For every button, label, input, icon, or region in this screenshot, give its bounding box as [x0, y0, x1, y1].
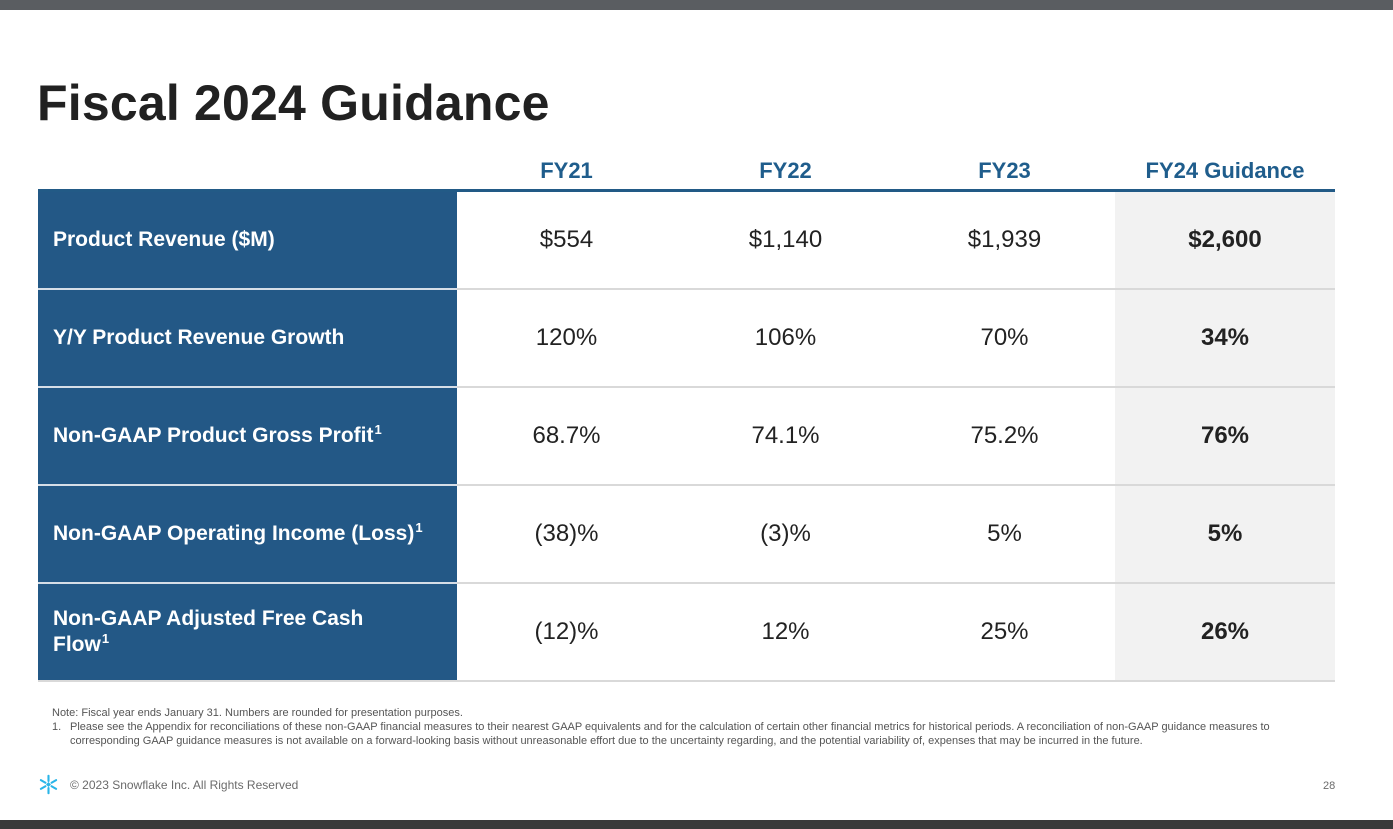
table-row-gross-profit: Non-GAAP Product Gross Profit1 68.7% 74.…	[38, 388, 1335, 484]
label-divider	[38, 288, 457, 290]
row-divider	[457, 484, 1335, 486]
footnote-text: Please see the Appendix for reconciliati…	[70, 721, 1270, 747]
footnote-number: 1.	[52, 721, 62, 733]
row-label: Non-GAAP Operating Income (Loss)1	[38, 486, 457, 582]
footnotes: Note: Fiscal year ends January 31. Numbe…	[52, 706, 1342, 748]
column-header-fy23: FY23	[978, 158, 1031, 183]
table-cell: (3)%	[760, 520, 811, 547]
table-cell: $554	[539, 226, 594, 253]
footnote-marker: 1	[415, 520, 423, 535]
guidance-cell: 34%	[1115, 290, 1335, 386]
row-label: Y/Y Product Revenue Growth	[38, 290, 457, 386]
row-divider	[457, 582, 1335, 584]
table-cell: (38)%	[534, 520, 599, 547]
row-divider	[457, 386, 1335, 388]
table-cell: 74.1%	[751, 422, 820, 449]
copyright-text: © 2023 Snowflake Inc. All Rights Reserve…	[70, 778, 299, 792]
label-divider	[38, 582, 457, 584]
footnote-marker: 1	[374, 422, 382, 437]
snowflake-icon	[39, 774, 58, 795]
window-bottom-bar	[0, 820, 1393, 829]
table-cell: (12)%	[534, 618, 599, 645]
table-cell: 5%	[987, 520, 1022, 547]
fiscal-year-note: Note: Fiscal year ends January 31. Numbe…	[52, 707, 463, 719]
header-rule	[38, 189, 1335, 192]
slide-title: Fiscal 2024 Guidance	[37, 75, 550, 131]
row-label-text: Non-GAAP Product Gross Profit	[53, 424, 374, 447]
table-cell: 68.7%	[532, 422, 601, 449]
row-label-text: Non-GAAP Adjusted Free Cash Flow	[53, 607, 364, 656]
window-top-bar	[0, 0, 1393, 10]
table-header-row: FY21 FY22 FY23 FY24 Guidance	[38, 160, 1335, 192]
table-row-product-revenue: Product Revenue ($M) $554 $1,140 $1,939 …	[38, 192, 1335, 288]
table-cell: 106%	[754, 324, 817, 351]
footnote-marker: 1	[101, 631, 110, 646]
column-header-fy22: FY22	[759, 158, 812, 183]
label-divider	[38, 484, 457, 486]
page-number: 28	[1323, 780, 1336, 792]
guidance-cell: 76%	[1115, 388, 1335, 484]
row-label: Non-GAAP Adjusted Free Cash Flow1	[38, 584, 457, 680]
row-label-text: Product Revenue ($M)	[53, 228, 275, 251]
guidance-cell: $2,600	[1115, 192, 1335, 288]
row-divider	[457, 288, 1335, 290]
slide: Fiscal 2024 Guidance FY21 FY22 FY23 FY24…	[0, 10, 1393, 820]
table-cell: $1,939	[967, 226, 1042, 253]
guidance-cell: 5%	[1115, 486, 1335, 582]
row-label-text: Y/Y Product Revenue Growth	[53, 326, 345, 349]
label-divider	[38, 386, 457, 388]
row-label: Product Revenue ($M)	[38, 192, 457, 288]
guidance-cell: 26%	[1115, 584, 1335, 680]
guidance-table: FY21 FY22 FY23 FY24 Guidance Product Rev…	[38, 160, 1335, 682]
row-label: Non-GAAP Product Gross Profit1	[38, 388, 457, 484]
table-cell: 25%	[980, 618, 1029, 645]
table-row-operating-income: Non-GAAP Operating Income (Loss)1 (38)% …	[38, 486, 1335, 582]
table-cell: 70%	[980, 324, 1029, 351]
column-header-fy24-guidance: FY24 Guidance	[1145, 158, 1305, 183]
table-cell: 12%	[761, 618, 810, 645]
column-header-fy21: FY21	[540, 158, 593, 183]
table-cell: 75.2%	[970, 422, 1039, 449]
footnote-1: 1. Please see the Appendix for reconcili…	[52, 720, 1342, 748]
table-bottom-rule	[38, 680, 1335, 682]
row-label-text: Non-GAAP Operating Income (Loss)	[53, 522, 415, 545]
table-row-revenue-growth: Y/Y Product Revenue Growth 120% 106% 70%…	[38, 290, 1335, 386]
table-cell: 120%	[535, 324, 598, 351]
table-row-free-cash-flow: Non-GAAP Adjusted Free Cash Flow1 (12)% …	[38, 584, 1335, 680]
table-cell: $1,140	[748, 226, 823, 253]
